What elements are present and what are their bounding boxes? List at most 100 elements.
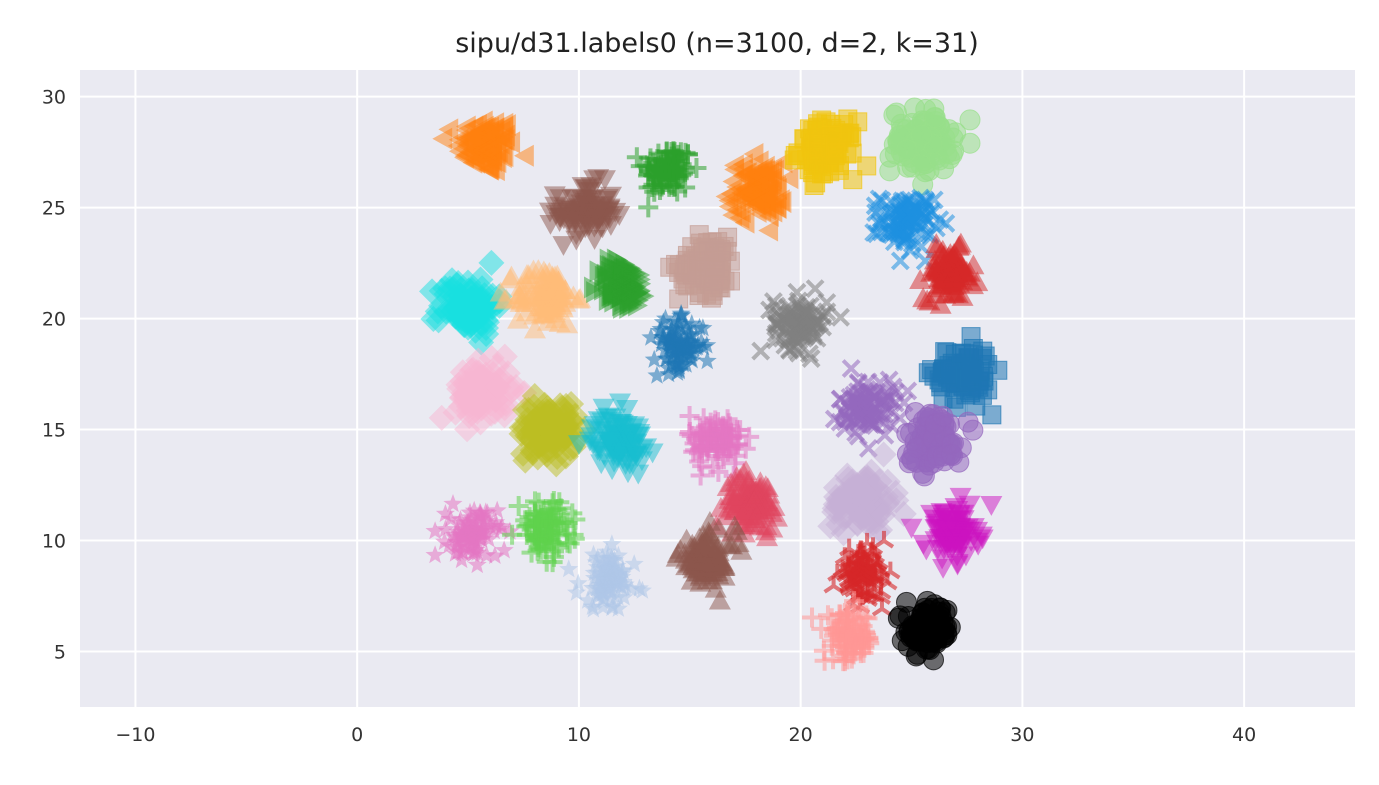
scatter-point xyxy=(500,521,520,540)
scatter-point xyxy=(807,134,827,154)
scatter-point xyxy=(558,210,581,231)
scatter-point xyxy=(702,457,723,478)
scatter-point xyxy=(420,305,447,332)
scatter-point xyxy=(690,465,711,486)
scatter-point xyxy=(776,319,796,339)
scatter-point xyxy=(675,528,698,549)
scatter-point xyxy=(613,572,633,591)
scatter-point xyxy=(925,233,948,253)
cluster xyxy=(660,225,741,309)
scatter-point xyxy=(743,142,764,165)
scatter-point xyxy=(524,491,545,512)
scatter-point xyxy=(920,261,943,282)
scatter-point xyxy=(539,499,560,520)
scatter-point xyxy=(826,490,853,517)
scatter-point xyxy=(485,545,505,564)
scatter-point xyxy=(603,596,623,615)
scatter-point xyxy=(733,184,754,207)
scatter-point xyxy=(661,337,681,356)
scatter-point xyxy=(951,286,974,306)
scatter-point xyxy=(473,519,492,538)
scatter-point xyxy=(837,394,857,414)
scatter-point xyxy=(922,360,942,380)
scatter-point xyxy=(472,307,499,334)
y-tick-label: 30 xyxy=(42,87,66,109)
cluster xyxy=(419,249,513,356)
scatter-point xyxy=(493,289,516,310)
scatter-point xyxy=(697,351,717,370)
scatter-point xyxy=(838,609,859,630)
scatter-point xyxy=(641,327,661,346)
cluster xyxy=(817,441,917,547)
scatter-point xyxy=(915,638,937,660)
scatter-point xyxy=(913,465,935,487)
scatter-point xyxy=(590,454,613,475)
scatter-point xyxy=(500,131,521,154)
scatter-point xyxy=(531,532,552,553)
scatter-point xyxy=(828,132,848,152)
cluster xyxy=(538,169,631,256)
scatter-point xyxy=(754,160,775,183)
scatter-point xyxy=(469,289,496,316)
scatter-point xyxy=(688,443,709,464)
x-axis-ticks: −10 0 10 20 30 40 xyxy=(115,724,1256,746)
scatter-point xyxy=(574,195,597,216)
scatter-point xyxy=(626,447,649,468)
scatter-point xyxy=(758,219,779,242)
scatter-point xyxy=(961,327,981,347)
scatter-point xyxy=(531,391,558,418)
scatter-point xyxy=(597,541,617,560)
scatter-point xyxy=(676,314,696,333)
scatter-point xyxy=(779,305,799,325)
scatter-point xyxy=(895,591,917,613)
scatter-point xyxy=(684,557,707,577)
cluster xyxy=(432,110,534,182)
scatter-point xyxy=(871,222,891,242)
scatter-point xyxy=(554,278,577,299)
scatter-point xyxy=(448,140,469,163)
scatter-point xyxy=(814,164,834,184)
scatter-point xyxy=(542,552,563,573)
scatter-point xyxy=(689,225,709,245)
scatter-point xyxy=(870,373,890,392)
scatter-point xyxy=(585,568,604,587)
scatter-point xyxy=(527,409,554,436)
scatter-point xyxy=(448,532,468,551)
scatter-point xyxy=(484,112,505,135)
scatter-point xyxy=(656,308,675,327)
cluster xyxy=(705,460,789,547)
scatter-point xyxy=(508,495,529,516)
scatter-point xyxy=(644,349,664,368)
scatter-point xyxy=(616,258,636,281)
scatter-point xyxy=(694,337,713,356)
y-tick-label: 20 xyxy=(42,309,66,331)
scatter-point xyxy=(604,408,627,429)
scatter-point xyxy=(627,464,650,485)
scatter-point xyxy=(608,598,628,617)
scatter-point xyxy=(895,228,915,248)
scatter-point xyxy=(435,519,455,538)
scatter-point xyxy=(797,149,817,169)
cluster xyxy=(679,405,760,486)
scatter-point xyxy=(813,640,834,661)
scatter-point xyxy=(569,287,592,308)
scatter-point xyxy=(802,607,823,628)
scatter-point xyxy=(556,313,579,334)
scatter-point xyxy=(841,359,861,378)
scatter-point xyxy=(669,539,692,559)
scatter-point xyxy=(669,289,689,309)
scatter-point xyxy=(499,268,522,289)
scatter-point xyxy=(653,312,673,331)
y-tick-label: 15 xyxy=(42,420,66,442)
scatter-point xyxy=(709,496,732,517)
scatter-point xyxy=(632,580,652,599)
scatter-point xyxy=(959,109,981,131)
scatter-point xyxy=(898,213,918,233)
scatter-point xyxy=(980,496,1003,516)
scatter-point xyxy=(585,203,608,224)
scatter-point xyxy=(800,344,819,364)
scatter-point xyxy=(733,478,756,499)
scatter-point xyxy=(452,541,472,560)
y-tick-label: 5 xyxy=(54,642,66,664)
scatter-point xyxy=(850,614,871,635)
